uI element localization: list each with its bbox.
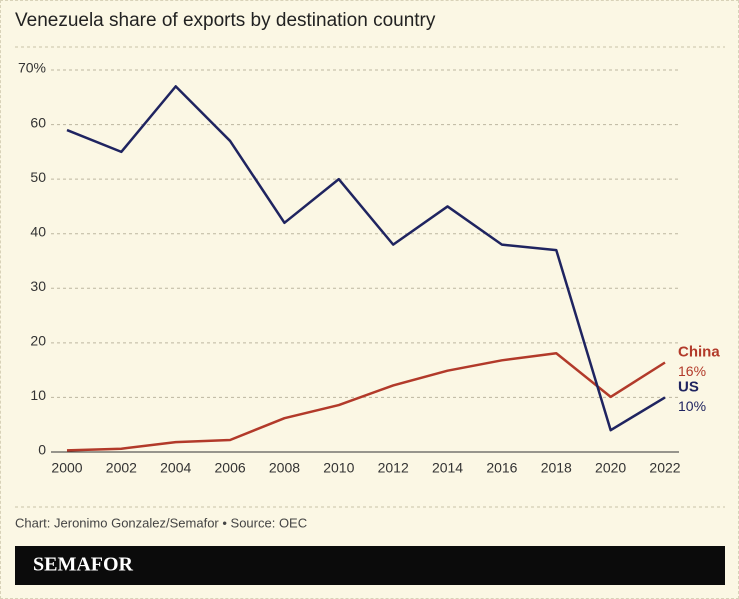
x-tick-label: 2016 (486, 460, 517, 476)
x-tick-label: 2008 (269, 460, 300, 476)
y-tick-label: 70% (18, 60, 46, 76)
x-tick-label: 2020 (595, 460, 626, 476)
source-note: Chart: Jeronimo Gonzalez/Semafor • Sourc… (15, 515, 307, 530)
x-tick-label: 2010 (323, 460, 354, 476)
y-tick-label: 50 (30, 169, 46, 185)
y-tick-label: 40 (30, 223, 46, 239)
value-label: 10% (678, 398, 706, 414)
x-tick-label: 2012 (378, 460, 409, 476)
legend-label: US (678, 378, 699, 395)
brand: SEMAFOR (33, 554, 134, 576)
y-tick-label: 60 (30, 114, 46, 130)
series-line (66, 351, 666, 452)
value-label: 16% (678, 363, 706, 379)
legend-label: China (678, 343, 720, 360)
chart-title: Venezuela share of exports by destinatio… (15, 10, 436, 31)
x-tick-label: 2018 (541, 460, 572, 476)
x-tick-label: 2006 (215, 460, 246, 476)
x-tick-label: 2002 (106, 460, 137, 476)
x-tick-label: 2022 (649, 460, 680, 476)
x-tick-label: 2004 (160, 460, 191, 476)
x-tick-label: 2014 (432, 460, 463, 476)
y-tick-label: 10 (30, 387, 46, 403)
x-tick-label: 2000 (51, 460, 82, 476)
brand-bar (15, 546, 725, 585)
y-tick-label: 30 (30, 278, 46, 294)
series-line (66, 85, 666, 432)
y-tick-label: 20 (30, 333, 46, 349)
y-tick-label: 0 (38, 442, 46, 458)
